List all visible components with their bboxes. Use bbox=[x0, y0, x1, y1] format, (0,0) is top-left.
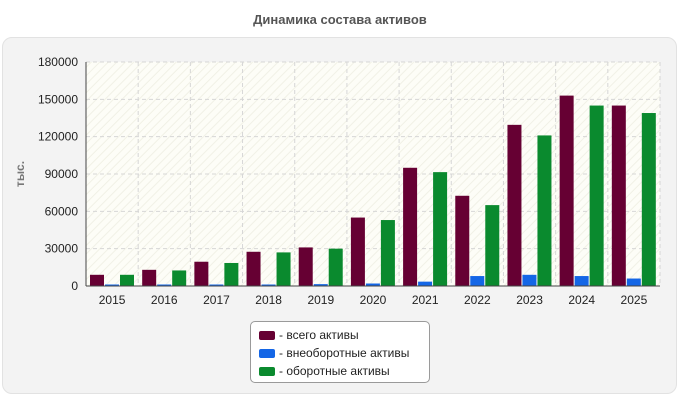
bar-1-2015 bbox=[105, 284, 119, 286]
legend-label: - оборотные активы bbox=[279, 364, 390, 378]
bar-2-2017 bbox=[224, 262, 239, 286]
bar-0-2017 bbox=[194, 261, 209, 286]
bar-2-2024 bbox=[589, 105, 604, 286]
bar-0-2021 bbox=[403, 167, 418, 286]
x-tick-label: 2017 bbox=[203, 293, 230, 307]
bar-0-2016 bbox=[142, 269, 157, 286]
bar-0-2024 bbox=[559, 95, 574, 286]
bar-0-2022 bbox=[455, 195, 470, 286]
y-tick-label: 0 bbox=[71, 279, 78, 293]
bar-0-2023 bbox=[507, 124, 522, 286]
legend-label: - внеоборотные активы bbox=[279, 346, 410, 360]
bar-2-2018 bbox=[276, 252, 291, 286]
y-tick-label: 120000 bbox=[38, 130, 78, 144]
y-tick-label: 180000 bbox=[38, 55, 78, 69]
x-tick-label: 2022 bbox=[464, 293, 491, 307]
bar-1-2021 bbox=[418, 281, 433, 286]
bar-1-2025 bbox=[626, 278, 641, 286]
legend-swatch bbox=[259, 366, 275, 376]
bar-1-2020 bbox=[365, 283, 380, 286]
bar-2-2022 bbox=[485, 205, 500, 286]
x-tick-label: 2021 bbox=[412, 293, 439, 307]
x-tick-label: 2025 bbox=[621, 293, 648, 307]
x-tick-label: 2019 bbox=[307, 293, 334, 307]
x-tick-label: 2015 bbox=[99, 293, 126, 307]
y-tick-label: 90000 bbox=[45, 167, 79, 181]
bar-2-2023 bbox=[537, 135, 552, 286]
bar-0-2019 bbox=[298, 247, 313, 286]
axes: 0 30000 60000 90000 120000 150000 180000 2015 20… bbox=[38, 55, 660, 307]
bar-2-2020 bbox=[380, 220, 395, 286]
legend: - всего активы - внеоборотные активы - обо… bbox=[250, 321, 430, 383]
bar-1-2023 bbox=[522, 274, 537, 286]
legend-item: - всего активы bbox=[259, 326, 429, 344]
bar-0-2015 bbox=[90, 274, 104, 286]
page-title: Динамика состава активов bbox=[253, 12, 427, 27]
bar-1-2016 bbox=[157, 284, 172, 286]
x-tick-label: 2023 bbox=[516, 293, 543, 307]
legend-item: - внеоборотные активы bbox=[259, 344, 429, 362]
bar-1-2017 bbox=[209, 284, 224, 286]
legend-swatch bbox=[259, 348, 275, 358]
y-tick-label: 150000 bbox=[38, 92, 78, 106]
legend-item: - оборотные активы bbox=[259, 362, 429, 380]
x-tick-label: 2016 bbox=[151, 293, 178, 307]
bar-0-2025 bbox=[611, 105, 626, 286]
bar-2-2025 bbox=[641, 113, 656, 287]
x-tick-label: 2024 bbox=[568, 293, 595, 307]
bar-1-2024 bbox=[574, 276, 589, 286]
bar-2-2016 bbox=[172, 270, 187, 286]
bar-2-2019 bbox=[328, 248, 343, 286]
y-tick-label: 60000 bbox=[45, 204, 79, 218]
x-tick-label: 2020 bbox=[360, 293, 387, 307]
legend-swatch bbox=[259, 330, 275, 340]
y-tick-label: 30000 bbox=[45, 242, 79, 256]
bar-1-2019 bbox=[313, 284, 328, 286]
x-tick-label: 2018 bbox=[255, 293, 282, 307]
bar-0-2018 bbox=[246, 251, 261, 286]
y-axis-label: тыс. bbox=[13, 161, 27, 187]
bar-2-2021 bbox=[433, 172, 448, 286]
bar-1-2018 bbox=[261, 284, 276, 286]
bar-1-2022 bbox=[470, 276, 485, 286]
bar-2-2015 bbox=[120, 274, 134, 286]
bar-0-2020 bbox=[350, 217, 365, 286]
bars bbox=[90, 95, 656, 287]
legend-label: - всего активы bbox=[279, 328, 359, 342]
